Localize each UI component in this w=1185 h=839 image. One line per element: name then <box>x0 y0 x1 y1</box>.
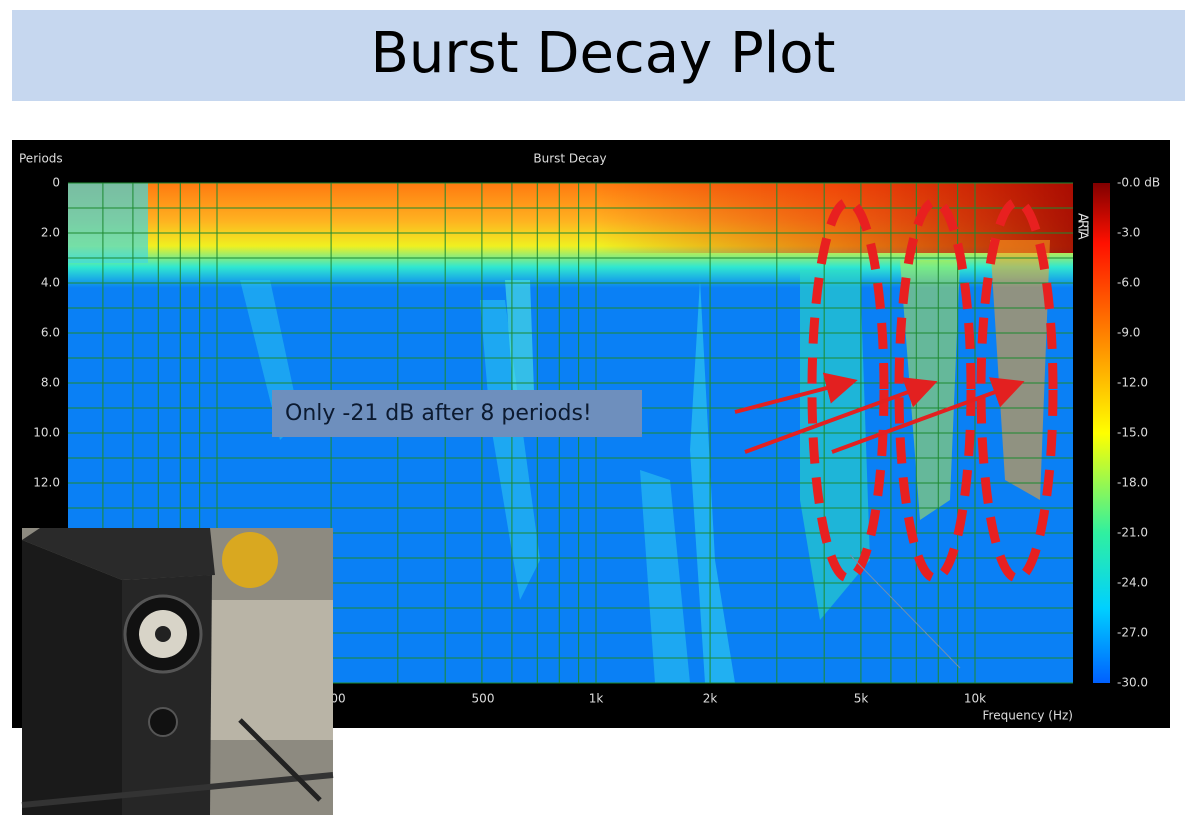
colorbar-tick-label: -30.0 <box>1117 676 1148 690</box>
highlight-ellipses <box>807 197 1058 583</box>
colorbar-tick-label: -18.0 <box>1117 476 1148 490</box>
x-axis-label: Frequency (Hz) <box>983 709 1074 723</box>
y-tick-label: 6.0 <box>41 326 60 340</box>
colorbar-tick-label: -6.0 <box>1117 276 1140 290</box>
y-tick-label: 0 <box>52 176 60 190</box>
y-tick-label: 10.0 <box>33 426 60 440</box>
colorbar-tick-label: -27.0 <box>1117 626 1148 640</box>
y-axis-label: Periods <box>19 152 63 166</box>
plot-title: Burst Decay <box>533 152 606 166</box>
colorbar-tick-label: -0.0 dB <box>1117 176 1160 190</box>
colorbar-tick-label: -3.0 <box>1117 226 1140 240</box>
y-tick-label: 2.0 <box>41 226 60 240</box>
colorbar-tick-label: -15.0 <box>1117 426 1148 440</box>
annotation-text: Only -21 dB after 8 periods! <box>285 401 592 426</box>
arrows <box>734 372 1025 454</box>
colorbar <box>1093 183 1110 683</box>
x-tick-label: 500 <box>472 692 495 706</box>
y-tick-label: 8.0 <box>41 376 60 390</box>
grid <box>68 182 1073 684</box>
x-tick-label: 00 <box>330 692 345 706</box>
x-tick-label: 5k <box>854 692 869 706</box>
x-tick-label: 2k <box>703 692 718 706</box>
title-bar <box>12 10 1185 101</box>
x-tick-label: 10k <box>964 692 986 706</box>
colorbar-tick-label: -21.0 <box>1117 526 1148 540</box>
ticks: 0 2.0 4.0 6.0 8.0 10.0 12.0 00 500 1k 2k 5k 10k -0.0 … <box>33 176 1160 706</box>
colorbar-tick-label: -9.0 <box>1117 326 1140 340</box>
y-tick-label: 4.0 <box>41 276 60 290</box>
colorbar-tick-label: -12.0 <box>1117 376 1148 390</box>
y-tick-label: 12.0 <box>33 476 60 490</box>
annotation-box <box>272 390 642 437</box>
speaker-photo <box>21 528 334 815</box>
pointer-line <box>849 554 961 669</box>
x-tick-label: 1k <box>589 692 604 706</box>
slide-title: Burst Decay Plot <box>370 21 835 86</box>
colorbar-tick-label: -24.0 <box>1117 576 1148 590</box>
brand-label: ARTA <box>1075 213 1090 240</box>
